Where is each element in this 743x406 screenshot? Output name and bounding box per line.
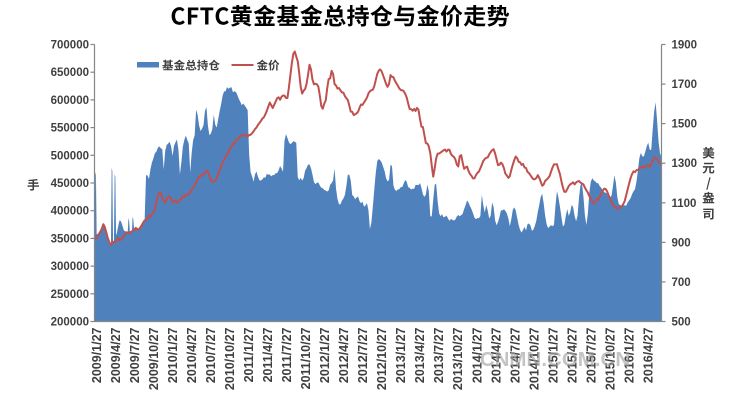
svg-text:2016/1/27: 2016/1/27 xyxy=(622,327,636,383)
svg-text:2013/10/27: 2013/10/27 xyxy=(451,327,465,390)
svg-text:250000: 250000 xyxy=(51,289,89,301)
svg-text:2011/1/27: 2011/1/27 xyxy=(242,327,256,382)
svg-text:2014/4/27: 2014/4/27 xyxy=(489,327,503,383)
svg-text:400000: 400000 xyxy=(51,206,89,218)
svg-text:2009/7/27: 2009/7/27 xyxy=(128,327,142,383)
svg-text:2015/1/27: 2015/1/27 xyxy=(546,327,560,383)
svg-text:550000: 550000 xyxy=(51,123,89,135)
svg-text:900: 900 xyxy=(672,237,691,249)
svg-text:2013/1/27: 2013/1/27 xyxy=(394,327,408,383)
svg-text:2012/10/27: 2012/10/27 xyxy=(375,327,389,390)
svg-text:1700: 1700 xyxy=(672,79,698,91)
svg-text:2011/7/27: 2011/7/27 xyxy=(280,327,294,382)
svg-text:2013/7/27: 2013/7/27 xyxy=(432,327,446,383)
svg-text:2009/10/27: 2009/10/27 xyxy=(147,327,161,390)
svg-text:2010/1/27: 2010/1/27 xyxy=(166,327,180,383)
svg-text:1300: 1300 xyxy=(672,158,698,170)
svg-text:1500: 1500 xyxy=(672,119,698,131)
svg-text:1900: 1900 xyxy=(672,40,698,52)
svg-text:2010/7/27: 2010/7/27 xyxy=(204,327,218,383)
svg-text:200000: 200000 xyxy=(51,317,89,329)
svg-text:2014/1/27: 2014/1/27 xyxy=(470,327,484,383)
svg-text:2009/1/27: 2009/1/27 xyxy=(90,327,104,383)
svg-text:2015/7/27: 2015/7/27 xyxy=(584,327,598,383)
svg-text:700000: 700000 xyxy=(51,40,89,52)
svg-text:2012/4/27: 2012/4/27 xyxy=(337,327,351,383)
svg-text:500000: 500000 xyxy=(51,150,89,162)
svg-text:450000: 450000 xyxy=(51,178,89,190)
svg-text:350000: 350000 xyxy=(51,233,89,245)
svg-text:300000: 300000 xyxy=(51,261,89,273)
svg-text:700: 700 xyxy=(672,277,691,289)
svg-text:2012/1/27: 2012/1/27 xyxy=(318,327,332,383)
svg-text:1100: 1100 xyxy=(672,198,697,210)
svg-text:2009/4/27: 2009/4/27 xyxy=(109,327,123,383)
svg-text:2015/10/27: 2015/10/27 xyxy=(603,327,617,390)
svg-text:2015/4/27: 2015/4/27 xyxy=(565,327,579,383)
svg-text:2014/10/27: 2014/10/27 xyxy=(527,327,541,390)
svg-text:2010/4/27: 2010/4/27 xyxy=(185,327,199,383)
svg-text:2011/4/27: 2011/4/27 xyxy=(261,327,275,382)
svg-text:650000: 650000 xyxy=(51,67,89,79)
svg-text:2014/7/27: 2014/7/27 xyxy=(508,327,522,383)
svg-text:2013/4/27: 2013/4/27 xyxy=(413,327,427,383)
svg-text:500: 500 xyxy=(672,317,691,329)
svg-text:CNMN.COM.CN: CNMN.COM.CN xyxy=(480,348,630,371)
svg-text:2016/4/27: 2016/4/27 xyxy=(641,327,655,383)
svg-text:600000: 600000 xyxy=(51,95,89,107)
svg-text:2011/10/27: 2011/10/27 xyxy=(299,327,313,389)
svg-text:2010/10/27: 2010/10/27 xyxy=(223,327,237,390)
svg-text:2012/7/27: 2012/7/27 xyxy=(356,327,370,383)
